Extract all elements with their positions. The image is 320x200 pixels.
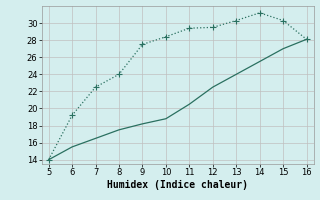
X-axis label: Humidex (Indice chaleur): Humidex (Indice chaleur) — [107, 180, 248, 190]
